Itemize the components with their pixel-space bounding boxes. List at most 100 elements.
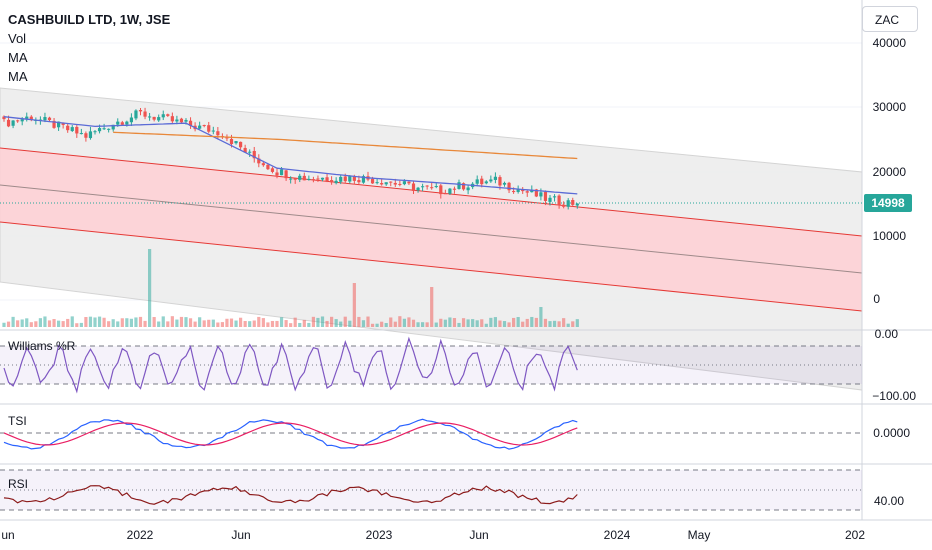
volume-bar xyxy=(188,318,193,327)
volume-bar xyxy=(525,318,529,327)
volume-bar xyxy=(521,321,525,327)
candle-body xyxy=(202,125,206,127)
candle-body xyxy=(257,158,261,164)
volume-bar xyxy=(166,321,170,327)
volume-bar xyxy=(75,323,79,327)
candle-body xyxy=(421,186,425,188)
candle-body xyxy=(475,179,479,184)
candle-body xyxy=(361,176,366,183)
candle-body xyxy=(443,193,447,195)
candle-body xyxy=(57,121,61,128)
volume-bar xyxy=(57,320,61,327)
volume-bar xyxy=(148,249,152,327)
rsi-line xyxy=(3,485,578,505)
candle-body xyxy=(198,125,202,129)
legend-ma-1[interactable]: MA xyxy=(8,50,28,65)
volume-bar xyxy=(425,322,429,327)
volume-bar xyxy=(489,317,493,327)
candle-body xyxy=(498,177,502,186)
candle-body xyxy=(380,183,384,185)
volume-bar xyxy=(480,319,484,327)
symbol-title[interactable]: CASHBUILD LTD, 1W, JSE xyxy=(8,12,171,27)
rsi-band xyxy=(0,470,862,510)
volume-bar xyxy=(352,283,356,327)
candle-body xyxy=(539,192,543,197)
volume-bar xyxy=(2,322,6,327)
candle-body xyxy=(452,188,457,190)
legend-volume[interactable]: Vol xyxy=(8,31,27,46)
oscillator-lines xyxy=(3,336,578,505)
volume-bar xyxy=(430,287,434,327)
candle-body xyxy=(502,182,507,185)
volume-bar xyxy=(575,319,579,327)
volume-bar xyxy=(257,316,261,327)
candle-body xyxy=(16,120,20,122)
volume-bar xyxy=(170,316,174,327)
volume-bar xyxy=(34,321,38,327)
candle-body xyxy=(548,197,552,202)
candle-body xyxy=(530,189,534,193)
candle-body xyxy=(275,172,279,176)
time-tick: 2024 xyxy=(604,528,631,542)
volume-bar xyxy=(116,321,120,327)
williams-bottom-tick: −100.00 xyxy=(872,389,916,403)
candle-body xyxy=(161,114,165,118)
candle-body xyxy=(29,116,33,120)
volume-bar xyxy=(16,320,20,327)
volume-bar xyxy=(530,316,534,327)
volume-bar xyxy=(471,319,475,327)
williams-label[interactable]: Williams %R xyxy=(8,339,76,353)
williams-line xyxy=(3,336,578,394)
candlesticks xyxy=(2,107,579,210)
volume-bar xyxy=(220,322,224,327)
candle-body xyxy=(411,183,416,191)
tsi-label[interactable]: TSI xyxy=(8,414,27,428)
volume-bar xyxy=(279,317,284,327)
candle-body xyxy=(266,164,270,170)
volume-bar xyxy=(407,317,411,327)
candle-body xyxy=(116,121,120,125)
volume-bar xyxy=(284,320,288,327)
candle-body xyxy=(389,181,393,183)
candle-body xyxy=(175,119,179,122)
candle-body xyxy=(343,176,347,182)
volume-bar xyxy=(566,323,570,327)
candle-body xyxy=(330,180,334,183)
volume-bar xyxy=(38,318,42,327)
legend-ma-2[interactable]: MA xyxy=(8,69,28,84)
volume-bar xyxy=(179,316,184,327)
candle-body xyxy=(439,185,443,195)
volume-bar xyxy=(443,319,447,327)
volume-bar xyxy=(120,318,124,327)
volume-bar xyxy=(498,320,502,327)
volume-bar xyxy=(516,317,520,327)
volume-bar xyxy=(402,318,406,327)
volume-bar xyxy=(29,322,33,327)
candle-body xyxy=(552,196,557,198)
volume-bar xyxy=(266,322,270,327)
volume-bar xyxy=(539,307,543,327)
candle-body xyxy=(216,131,220,136)
volume-bar xyxy=(552,320,557,327)
candle-body xyxy=(284,170,288,179)
volume-bar xyxy=(325,320,329,327)
candle-body xyxy=(107,128,111,130)
chart-legend: CASHBUILD LTD, 1W, JSE Vol MA MA xyxy=(8,10,170,86)
candle-body xyxy=(61,122,65,125)
candle-body xyxy=(47,117,52,121)
volume-bar xyxy=(193,321,197,327)
volume-bar xyxy=(393,321,397,327)
time-tick: Jun xyxy=(231,528,250,542)
volume-bar xyxy=(543,318,548,327)
williams-top-tick: 0.00 xyxy=(875,327,899,341)
candle-body xyxy=(393,182,397,185)
currency-selector[interactable]: ZAC xyxy=(862,6,918,32)
rsi-label[interactable]: RSI xyxy=(8,477,29,491)
volume-bar xyxy=(475,320,479,327)
volume-bar xyxy=(339,321,343,327)
volume-bar xyxy=(302,319,306,327)
volume-bar xyxy=(507,322,511,327)
volume-bar xyxy=(79,322,83,327)
price-tick: 10000 xyxy=(873,229,907,243)
